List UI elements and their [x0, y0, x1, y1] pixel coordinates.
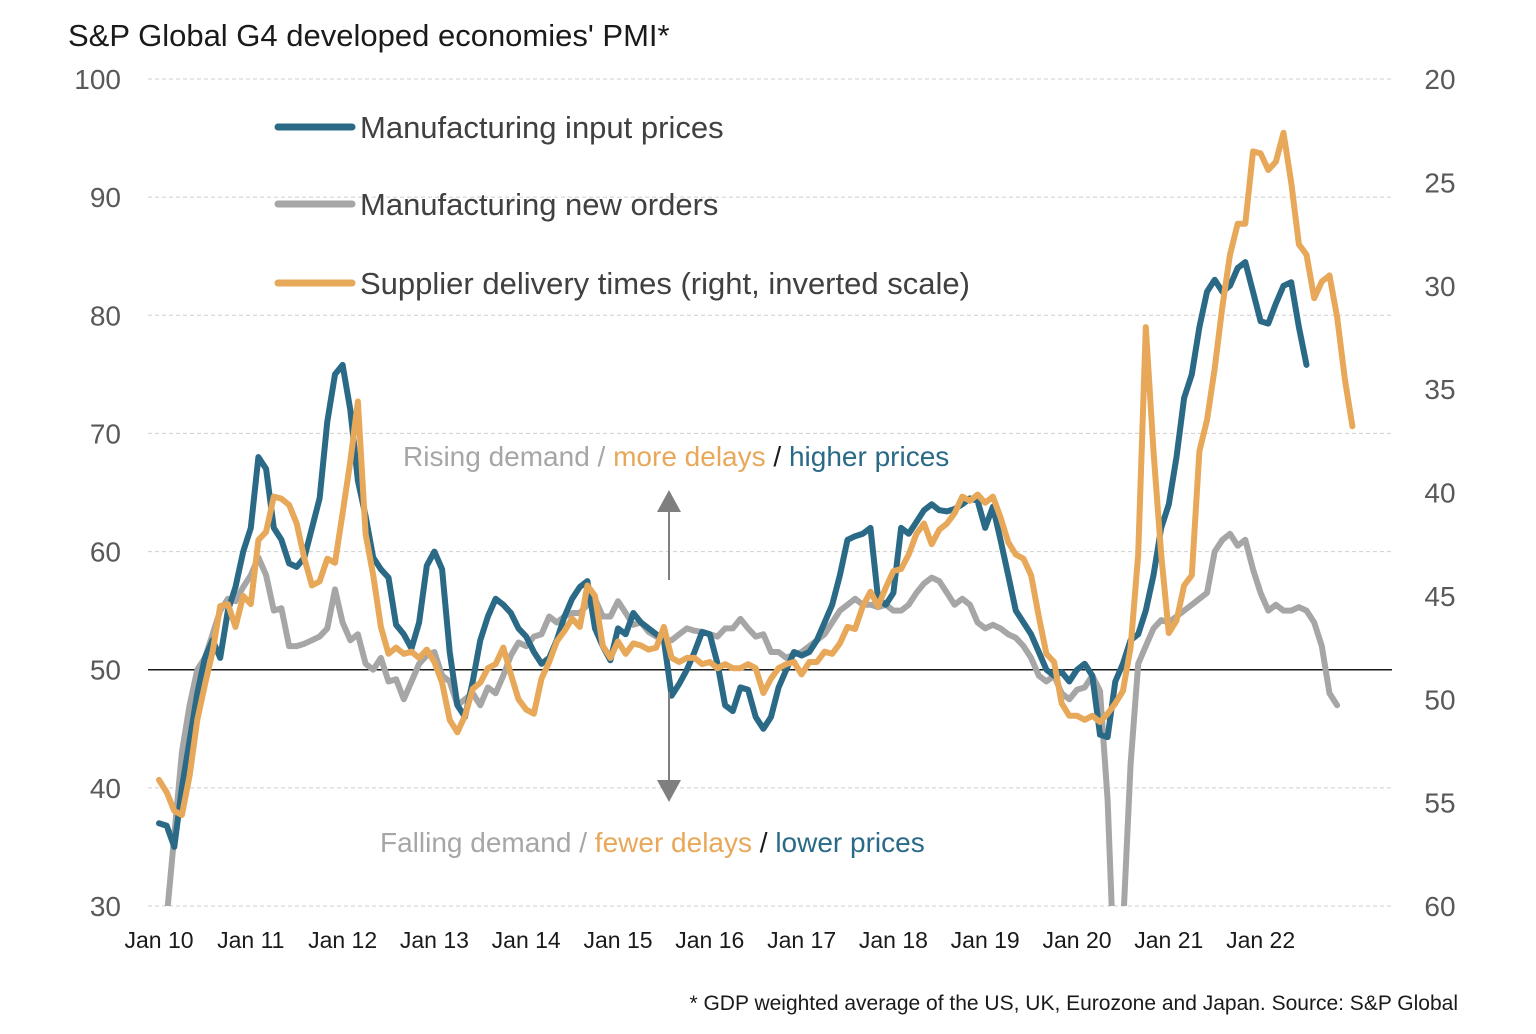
- right-axis-ticks: 20 25 30 35 40 45 50 55 60: [1424, 64, 1455, 922]
- more-delays-text: more delays: [613, 441, 766, 472]
- right-tick-label: 60: [1424, 891, 1455, 922]
- right-tick-label: 25: [1424, 167, 1455, 198]
- rising-separator: /: [766, 441, 789, 472]
- grid-lines: [148, 78, 1392, 907]
- x-axis-ticks: Jan 10 Jan 11 Jan 12 Jan 13 Jan 14 Jan 15 Jan …: [124, 927, 1295, 953]
- up-arrow-head: [657, 490, 681, 512]
- left-axis-ticks: 100 90 80 70 60 50 40 30: [74, 64, 121, 922]
- x-tick-label: Jan 12: [308, 927, 377, 953]
- series-line-delivery-times: [156, 129, 1356, 818]
- fewer-delays-text: fewer delays: [595, 827, 752, 858]
- left-tick-label: 40: [90, 773, 121, 804]
- x-tick-label: Jan 19: [951, 927, 1020, 953]
- lower-prices-text: lower prices: [775, 827, 924, 858]
- down-arrow: [657, 692, 681, 802]
- left-tick-label: 70: [90, 418, 121, 449]
- falling-annotation: Falling demand / fewer delays / lower pr…: [380, 827, 925, 858]
- legend-new-orders-label: Manufacturing new orders: [360, 187, 718, 222]
- right-tick-label: 45: [1424, 581, 1455, 612]
- up-arrow: [657, 490, 681, 580]
- left-tick-label: 80: [90, 300, 121, 331]
- higher-prices-text: higher prices: [789, 441, 949, 472]
- x-tick-label: Jan 22: [1226, 927, 1295, 953]
- right-tick-label: 50: [1424, 684, 1455, 715]
- rising-demand-text: Rising demand /: [403, 441, 613, 472]
- left-tick-label: 100: [74, 64, 121, 95]
- x-tick-label: Jan 14: [492, 927, 561, 953]
- footnote: * GDP weighted average of the US, UK, Eu…: [689, 992, 1458, 1015]
- legend-input-prices-label: Manufacturing input prices: [360, 110, 724, 145]
- x-tick-label: Jan 21: [1134, 927, 1203, 953]
- left-tick-label: 90: [90, 182, 121, 213]
- right-tick-label: 30: [1424, 271, 1455, 302]
- x-tick-label: Jan 11: [217, 927, 284, 953]
- series-line-new-orders: [164, 530, 1341, 906]
- x-tick-label: Jan 13: [400, 927, 469, 953]
- x-tick-label: Jan 16: [675, 927, 744, 953]
- left-tick-label: 30: [90, 891, 121, 922]
- x-tick-label: Jan 18: [859, 927, 928, 953]
- left-tick-label: 50: [90, 655, 121, 686]
- annotations: Rising demand / more delays / higher pri…: [380, 441, 949, 858]
- legend-delivery-times-label: Supplier delivery times (right, inverted…: [360, 266, 970, 301]
- rising-annotation: Rising demand / more delays / higher pri…: [403, 441, 949, 472]
- series-line-input-prices: [156, 259, 1310, 850]
- legend: Manufacturing input prices Manufacturing …: [274, 110, 970, 301]
- falling-demand-text: Falling demand /: [380, 827, 595, 858]
- x-tick-label: Jan 10: [124, 927, 193, 953]
- right-tick-label: 55: [1424, 788, 1455, 819]
- x-tick-label: Jan 15: [583, 927, 652, 953]
- x-tick-label: Jan 17: [767, 927, 836, 953]
- falling-separator: /: [752, 827, 775, 858]
- down-arrow-head: [657, 780, 681, 802]
- right-tick-label: 35: [1424, 374, 1455, 405]
- right-tick-label: 40: [1424, 478, 1455, 509]
- x-tick-label: Jan 20: [1042, 927, 1111, 953]
- left-tick-label: 60: [90, 537, 121, 568]
- chart-title: S&P Global G4 developed economies' PMI*: [68, 18, 670, 53]
- series-lines: [156, 129, 1356, 906]
- right-tick-label: 20: [1424, 64, 1455, 95]
